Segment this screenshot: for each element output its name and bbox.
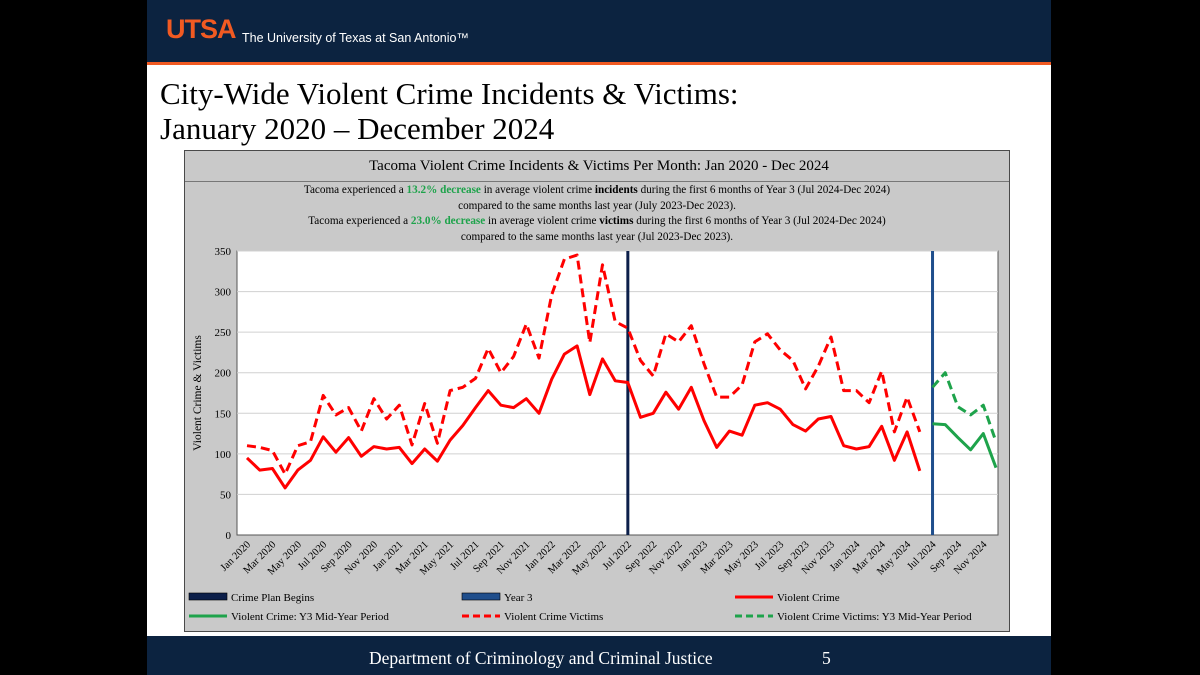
university-name: The University of Texas at San Antonio™ [242, 31, 469, 45]
legend-label: Violent Crime: Y3 Mid-Year Period [231, 611, 389, 623]
legend-item: Violent Crime Victims: Y3 Mid-Year Perio… [735, 611, 972, 623]
utsa-logo: UTSA [166, 14, 236, 44]
subtitle-text: during the first 6 months of Year 3 (Jul… [633, 215, 886, 227]
footer-bar [147, 636, 1051, 675]
page-number: 5 [822, 648, 831, 668]
header-accent-rule [147, 62, 1051, 65]
series-line-violent-crime-victims-y3-mid-year-period [931, 371, 998, 443]
legend-item: Violent Crime: Y3 Mid-Year Period [189, 611, 389, 623]
legend-swatch [461, 592, 501, 601]
legend-item: Violent Crime [735, 592, 840, 604]
slide-title-line-1: City-Wide Violent Crime Incidents & Vict… [160, 76, 739, 111]
line-chart: 0 50 100 150 200 250 300 350 Violent Crime & Vic… [188, 246, 999, 623]
legend-swatch [188, 592, 228, 601]
slide-title: City-Wide Violent Crime Incidents & Vict… [160, 76, 739, 146]
series-line-violent-crime-victims [246, 253, 922, 476]
y-tick-label: 350 [215, 246, 232, 258]
legend-label: Crime Plan Begins [231, 592, 314, 604]
header-bar: UTSA The University of Texas at San Anto… [147, 0, 1051, 62]
subtitle-victims-line: Tacoma experienced a 23.0% decrease in a… [185, 214, 1009, 230]
chart-title-divider [185, 181, 1009, 182]
series-line-violent-crime-y3-mid-year-period [932, 422, 998, 469]
legend-label: Violent Crime Victims: Y3 Mid-Year Perio… [777, 611, 972, 623]
series-line-violent-crime [245, 344, 922, 490]
legend-item: Year 3 [461, 592, 533, 604]
y-tick-label: 200 [215, 368, 232, 380]
legend-label: Year 3 [504, 592, 533, 604]
slide: UTSA The University of Texas at San Anto… [147, 0, 1051, 675]
y-tick-label: 150 [215, 408, 232, 420]
plot-area [236, 250, 999, 536]
subtitle-victims-comparison: compared to the same months last year (J… [460, 230, 734, 243]
subtitle-text: in average violent crime [485, 215, 600, 227]
y-tick-label: 0 [226, 530, 232, 542]
y-tick-label: 250 [215, 327, 232, 339]
legend-label: Violent Crime Victims [504, 611, 603, 623]
subtitle-incidents-comparison: compared to the same months last year (J… [458, 199, 736, 212]
incidents-word: incidents [594, 184, 638, 196]
subtitle-text: in average violent crime [480, 184, 595, 196]
subtitle-incidents-line: Tacoma experienced a 13.2% decrease in a… [185, 183, 1009, 199]
chart-subtitle: Tacoma experienced a 13.2% decrease in a… [185, 183, 1009, 245]
department-name: Department of Criminology and Criminal J… [369, 648, 713, 668]
subtitle-text: Tacoma experienced a [303, 184, 407, 196]
subtitle-text: during the first 6 months of Year 3 (Jul… [637, 184, 891, 196]
y-tick-label: 300 [215, 287, 232, 299]
victims-word: victims [599, 215, 634, 227]
y-axis-label: Violent Crime & Victims [192, 335, 204, 451]
chart-title: Tacoma Violent Crime Incidents & Victims… [369, 158, 829, 174]
y-tick-label: 100 [215, 449, 232, 461]
subtitle-text: Tacoma experienced a [308, 215, 411, 227]
y-tick-label: 50 [220, 489, 232, 501]
legend-label: Violent Crime [777, 592, 840, 604]
legend-item: Violent Crime Victims [462, 611, 603, 623]
incidents-decrease-pct: 13.2% decrease [406, 184, 481, 196]
slide-title-line-2: January 2020 – December 2024 [160, 111, 555, 146]
legend-item: Crime Plan Begins [188, 592, 314, 604]
victims-decrease-pct: 23.0% decrease [410, 215, 486, 227]
